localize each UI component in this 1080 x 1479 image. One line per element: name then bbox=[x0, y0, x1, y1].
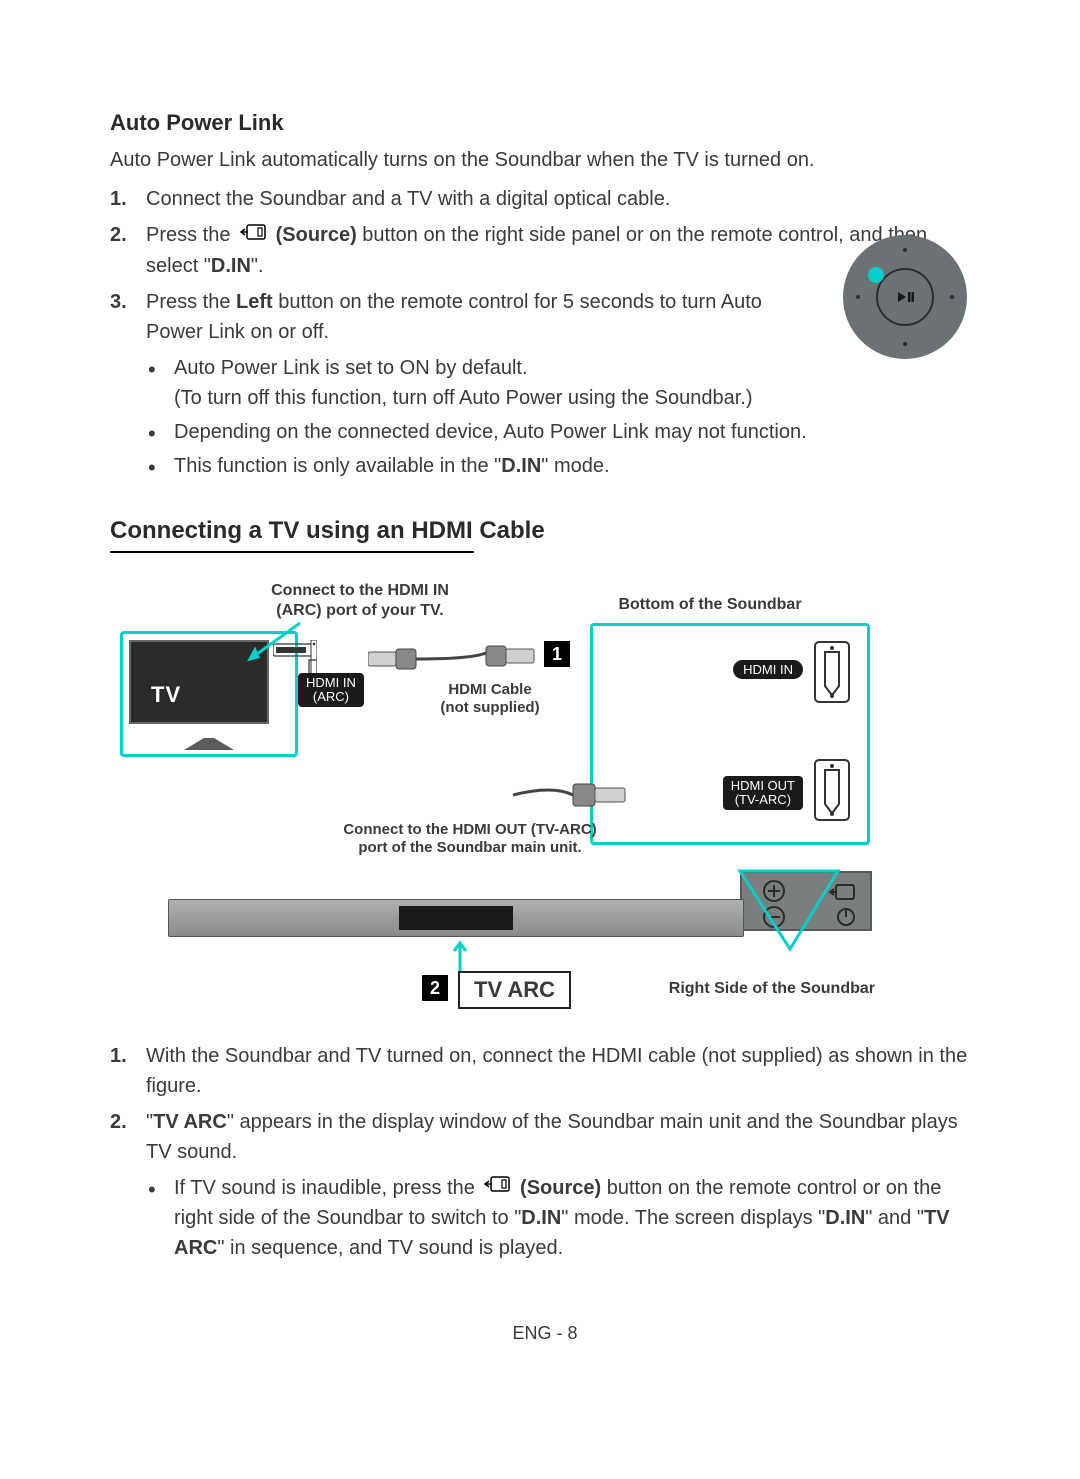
callout-arrow-tv bbox=[240, 619, 310, 669]
s2-tvarc: TV ARC bbox=[153, 1111, 227, 1133]
remote-dpad-illustration bbox=[840, 232, 970, 367]
hdmi-step-2: 2. "TV ARC" appears in the display windo… bbox=[110, 1107, 980, 1264]
hdmi-in-port-label: HDMI IN bbox=[733, 660, 803, 679]
apl-bullet-1: Auto Power Link is set to ON by default.… bbox=[146, 353, 820, 413]
step-text-end: ". bbox=[251, 255, 264, 277]
hdmi-connection-diagram: Connect to the HDMI IN(ARC) port of your… bbox=[120, 581, 880, 1021]
hdmi-out-port-label: HDMI OUT(TV-ARC) bbox=[723, 776, 803, 811]
left-label: Left bbox=[236, 291, 273, 313]
bullet-a: Auto Power Link is set to ON by default. bbox=[174, 357, 528, 379]
step-text: Connect the Soundbar and a TV with a dig… bbox=[146, 188, 670, 210]
b-din1: D.IN bbox=[521, 1207, 561, 1229]
label-hdmi-cable: HDMI Cable(not supplied) bbox=[430, 681, 550, 719]
tvarc-display: TV ARC bbox=[458, 971, 571, 1009]
din-label: D.IN bbox=[211, 255, 251, 277]
source-icon bbox=[238, 221, 268, 251]
b-mid3: " and " bbox=[865, 1207, 924, 1229]
tv-label: TV bbox=[151, 682, 181, 708]
hdmi-step-1: 1. With the Soundbar and TV turned on, c… bbox=[110, 1041, 980, 1101]
b-din2: D.IN bbox=[825, 1207, 865, 1229]
soundbar-front-illustration bbox=[168, 899, 744, 937]
b-pre: If TV sound is inaudible, press the bbox=[174, 1177, 480, 1199]
heading-underline bbox=[110, 551, 474, 553]
label-connect-soundbar: Connect to the HDMI OUT (TV-ARC)port of … bbox=[330, 821, 610, 859]
source-label: (Source) bbox=[276, 224, 357, 246]
list-marker: 3. bbox=[110, 287, 127, 317]
step-text-pre: Press the bbox=[146, 224, 236, 246]
b-post: " in sequence, and TV sound is played. bbox=[217, 1237, 563, 1259]
label-bottom-soundbar: Bottom of the Soundbar bbox=[600, 595, 820, 615]
b-mid2: " mode. The screen displays " bbox=[561, 1207, 825, 1229]
list-marker: 1. bbox=[110, 184, 127, 214]
hdmi-in-arc-label: HDMI IN(ARC) bbox=[298, 673, 364, 708]
hdmi-bullet-1: If TV sound is inaudible, press the (Sou… bbox=[146, 1173, 980, 1264]
b-source: (Source) bbox=[520, 1177, 601, 1199]
soundbar-bottom-illustration: HDMI IN HDMI OUT(TV-ARC) bbox=[590, 623, 870, 845]
apl-bullet-2: Depending on the connected device, Auto … bbox=[146, 417, 820, 447]
step-1-marker: 1 bbox=[544, 641, 570, 667]
list-marker: 1. bbox=[110, 1041, 127, 1071]
auto-power-link-intro: Auto Power Link automatically turns on t… bbox=[110, 146, 980, 174]
b3-post: " mode. bbox=[541, 455, 609, 477]
hdmi-cable-illustration bbox=[368, 644, 538, 679]
label-right-side: Right Side of the Soundbar bbox=[645, 979, 875, 999]
source-icon bbox=[482, 1173, 512, 1203]
step-text-pre: Press the bbox=[146, 291, 236, 313]
list-marker: 2. bbox=[110, 1107, 127, 1137]
auto-power-link-heading: Auto Power Link bbox=[110, 110, 980, 136]
s2-post: " appears in the display window of the S… bbox=[146, 1111, 958, 1163]
apl-step-1: 1. Connect the Soundbar and a TV with a … bbox=[110, 184, 980, 214]
b3-pre: This function is only available in the " bbox=[174, 455, 501, 477]
page-number: ENG - 8 bbox=[110, 1323, 980, 1344]
hdmi-plug-icon bbox=[513, 780, 643, 810]
hdmi-in-port-icon bbox=[807, 638, 857, 708]
list-marker: 2. bbox=[110, 220, 127, 250]
apl-bullet-3: This function is only available in the "… bbox=[146, 451, 820, 481]
label-connect-tv: Connect to the HDMI IN(ARC) port of your… bbox=[250, 581, 470, 621]
hdmi-out-port-icon bbox=[807, 756, 857, 826]
hdmi-section-heading: Connecting a TV using an HDMI Cable bbox=[110, 517, 980, 545]
step-text: With the Soundbar and TV turned on, conn… bbox=[146, 1045, 967, 1097]
b3-din: D.IN bbox=[501, 455, 541, 477]
step-2-marker: 2 bbox=[422, 975, 448, 1001]
bullet-b: (To turn off this function, turn off Aut… bbox=[174, 387, 753, 409]
